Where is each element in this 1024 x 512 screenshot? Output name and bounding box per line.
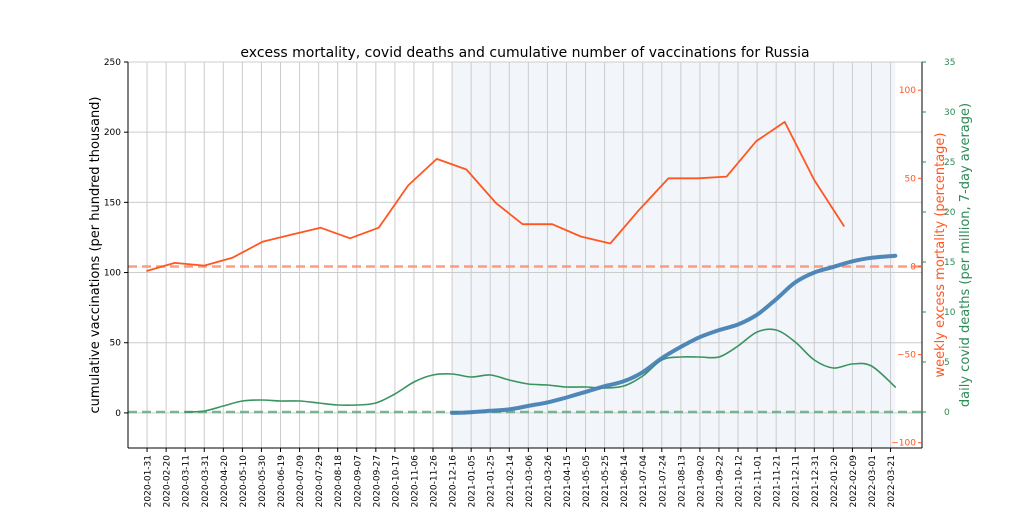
excess-tick-label: −100 — [891, 439, 916, 449]
x-tick-label: 2020-06-19 — [277, 455, 287, 508]
x-tick-label: 2020-03-11 — [182, 455, 192, 507]
x-tick-label: 2022-01-20 — [830, 455, 840, 508]
x-tick-label: 2020-09-07 — [353, 455, 363, 507]
x-tick-label: 2021-01-05 — [468, 455, 478, 507]
excess-tick-label: 100 — [899, 86, 916, 96]
deaths-tick-label: 35 — [944, 58, 955, 68]
left-tick-label: 50 — [110, 339, 122, 349]
chart-title: excess mortality, covid deaths and cumul… — [240, 45, 809, 61]
shaded-region — [452, 62, 896, 448]
deaths-tick-label: 30 — [944, 108, 956, 118]
x-tick-label: 2020-07-29 — [315, 455, 325, 508]
excess-axis-label: weekly excess mortality (percentage) — [933, 133, 948, 378]
excess-tick-label: −50 — [897, 351, 916, 361]
x-tick-label: 2020-05-10 — [239, 455, 249, 508]
vaccinations-line — [450, 253, 898, 415]
excess-mortality-line — [146, 121, 845, 272]
x-tick-label: 2021-09-22 — [715, 455, 725, 507]
x-tick-label: 2022-03-21 — [887, 455, 897, 507]
x-tick-label: 2020-07-09 — [296, 455, 306, 508]
deaths-tick-label: 10 — [944, 308, 956, 318]
x-tick-label: 2021-05-25 — [601, 455, 611, 507]
x-tick-label: 2021-10-12 — [735, 455, 745, 507]
deaths-axis-label: daily covid deaths (per million, 7-day a… — [958, 103, 973, 407]
deaths-tick-label: 0 — [944, 408, 950, 418]
x-tick-label: 2022-02-09 — [849, 455, 859, 508]
left-tick-label: 150 — [104, 198, 121, 208]
x-tick-label: 2021-07-24 — [658, 455, 668, 508]
deaths-tick-label: 25 — [944, 158, 955, 168]
x-tick-label: 2021-01-25 — [487, 455, 497, 507]
x-tick-label: 2020-11-06 — [410, 455, 420, 508]
x-tick-label: 2021-03-26 — [544, 455, 554, 508]
x-tick-label: 2020-11-26 — [430, 455, 440, 508]
x-tick-label: 2020-08-18 — [334, 455, 344, 508]
x-tick-label: 2020-09-27 — [372, 455, 382, 507]
excess-tick-label: 0 — [910, 262, 916, 272]
x-tick-label: 2020-10-17 — [391, 455, 401, 507]
deaths-tick-label: 5 — [944, 358, 950, 368]
x-tick-label: 2020-02-20 — [163, 455, 173, 508]
left-tick-label: 100 — [104, 269, 121, 279]
x-tick-label: 2021-05-05 — [582, 455, 592, 507]
x-tick-label: 2021-11-01 — [754, 455, 764, 507]
x-tick-label: 2021-12-31 — [811, 455, 821, 507]
x-tick-label: 2020-12-16 — [449, 455, 459, 508]
deaths-tick-label: 15 — [944, 258, 955, 268]
left-tick-label: 0 — [115, 409, 121, 419]
x-tick-label: 2021-02-14 — [506, 455, 516, 508]
x-tick-label: 2021-11-21 — [773, 455, 783, 507]
x-tick-label: 2020-03-31 — [201, 455, 211, 507]
covid-deaths-line — [184, 328, 897, 413]
x-tick-label: 2020-04-20 — [220, 455, 230, 508]
x-tick-label: 2021-03-06 — [525, 455, 535, 508]
x-tick-label: 2021-09-02 — [696, 455, 706, 507]
x-tick-label: 2021-07-04 — [639, 455, 649, 508]
x-tick-label: 2021-12-11 — [792, 455, 802, 507]
x-tick-label: 2021-06-14 — [620, 455, 630, 508]
x-tick-label: 2021-04-15 — [563, 455, 573, 507]
left-tick-label: 200 — [104, 128, 121, 138]
x-tick-label: 2022-03-01 — [868, 455, 878, 507]
x-tick-label: 2020-01-31 — [144, 455, 154, 507]
x-tick-label: 2020-05-30 — [258, 455, 268, 508]
x-tick-label: 2021-08-13 — [677, 455, 687, 507]
left-axis-label: cumulative vaccinations (per hundred tho… — [88, 96, 103, 413]
excess-tick-label: 50 — [905, 174, 917, 184]
deaths-tick-label: 20 — [944, 208, 956, 218]
left-tick-label: 250 — [104, 58, 121, 68]
